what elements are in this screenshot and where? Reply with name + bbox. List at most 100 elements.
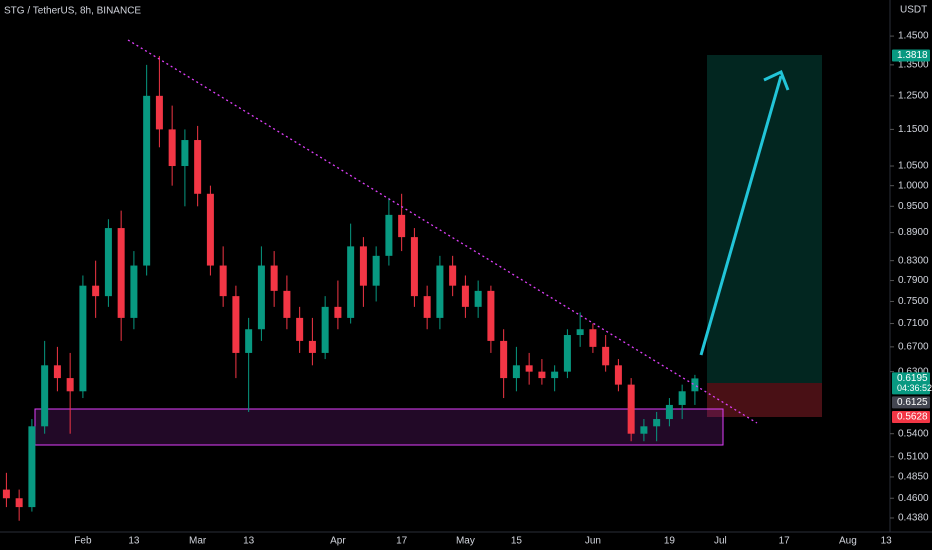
candle-body <box>168 129 176 167</box>
stop-zone <box>707 383 822 417</box>
candle-body <box>359 246 367 286</box>
candle-body <box>589 329 597 347</box>
x-tick-label: Apr <box>330 536 346 547</box>
price-tag <box>892 372 930 395</box>
candle-body <box>691 378 699 392</box>
candle-body <box>614 365 622 385</box>
candle-body <box>410 237 418 297</box>
candle-body <box>653 419 661 427</box>
y-tick-label: 1.1500 <box>898 124 929 135</box>
candle-body <box>321 306 329 353</box>
candle-body <box>257 265 265 330</box>
y-tick-label: 1.0000 <box>898 180 929 191</box>
candle-body <box>181 140 189 167</box>
y-tick-label: 0.7100 <box>898 318 929 329</box>
candle-body <box>28 426 36 508</box>
candle-body <box>2 489 10 499</box>
candle-body <box>398 214 406 238</box>
x-tick-label: Jun <box>585 536 601 547</box>
x-tick-label: 17 <box>396 536 408 547</box>
candle-body <box>449 265 457 286</box>
support-zone <box>34 408 724 446</box>
y-tick-label: 0.8900 <box>898 227 929 238</box>
candle-body <box>423 296 431 318</box>
candle-body <box>474 290 482 307</box>
y-tick-label: 0.4380 <box>898 513 929 524</box>
x-tick-label: Jul <box>714 536 727 547</box>
y-tick-label: 0.6700 <box>898 342 929 353</box>
candles <box>2 56 699 521</box>
x-tick-label: 19 <box>664 536 676 547</box>
x-tick-label: Mar <box>189 536 207 547</box>
y-tick-label: 0.7500 <box>898 296 929 307</box>
candle-body <box>155 95 163 130</box>
price-tag-label: 0.6195 <box>897 373 928 384</box>
candle-body <box>79 285 87 392</box>
candle-body <box>232 296 240 353</box>
y-tick-label: 1.4500 <box>898 31 929 42</box>
x-tick-label: 15 <box>511 536 523 547</box>
candle-body <box>53 365 61 379</box>
candle-body <box>117 228 125 318</box>
candle-body <box>296 317 304 341</box>
price-tag-label: 0.6125 <box>897 397 928 408</box>
price-tag-label: 0.5628 <box>897 412 928 423</box>
x-tick-label: 13 <box>243 536 255 547</box>
x-tick-label: 13 <box>881 536 893 547</box>
price-tag-label: 1.3818 <box>897 50 928 61</box>
y-tick-label: 0.9500 <box>898 201 929 212</box>
candle-body <box>92 285 100 297</box>
x-tick-label: Aug <box>839 536 857 547</box>
candle-body <box>130 265 138 318</box>
candle-body <box>487 290 495 341</box>
candle-body <box>640 426 648 434</box>
candle-body <box>372 255 380 286</box>
y-tick-label: 0.4850 <box>898 472 929 483</box>
x-tick-label: 13 <box>128 536 140 547</box>
candle-body <box>563 335 571 372</box>
x-tick-label: Feb <box>74 536 92 547</box>
candle-body <box>538 371 546 379</box>
y-tick-label: 0.5400 <box>898 428 929 439</box>
candle-body <box>143 95 151 266</box>
price-tag <box>892 49 930 62</box>
candle-body <box>206 193 214 266</box>
chart-title: STG / TetherUS, 8h, BINANCE <box>4 6 141 17</box>
price-tag <box>892 396 930 409</box>
candle-body <box>436 265 444 318</box>
arrow-head <box>763 69 790 91</box>
candle-body <box>194 140 202 194</box>
candle-body <box>602 346 610 366</box>
candle-body <box>665 404 673 420</box>
y-tick-label: 1.0500 <box>898 161 929 172</box>
y-tick-label: 0.6300 <box>898 366 929 377</box>
candle-body <box>347 246 355 318</box>
candle-body <box>461 285 469 307</box>
x-tick-label: May <box>456 536 475 547</box>
axis-label: USDT <box>900 5 927 16</box>
y-tick-label: 0.8300 <box>898 255 929 266</box>
ticks: 0.4380 0.4600 0.4850 0.5100 0.5400 0.6300 0.67… <box>74 31 929 547</box>
candle-body <box>104 228 112 297</box>
price-tag-time: 04:36:52 <box>897 383 932 393</box>
y-tick-label: 0.5100 <box>898 451 929 462</box>
candle-body <box>525 365 533 372</box>
candle-body <box>334 306 342 318</box>
candle-body <box>551 371 559 379</box>
candle-body <box>576 329 584 336</box>
candle-body <box>15 498 23 508</box>
y-tick-label: 0.4600 <box>898 493 929 504</box>
candle-body <box>219 265 227 297</box>
candle-body <box>283 290 291 318</box>
candle-body <box>270 265 278 291</box>
candle-body <box>245 329 253 353</box>
y-tick-label: 0.7900 <box>898 275 929 286</box>
target-zone <box>707 55 822 383</box>
candle-body <box>41 365 49 427</box>
candle-body <box>512 365 520 379</box>
candle-body <box>678 391 686 405</box>
candle-body <box>308 340 316 353</box>
candle-body <box>385 214 393 256</box>
candle-body <box>500 340 508 379</box>
